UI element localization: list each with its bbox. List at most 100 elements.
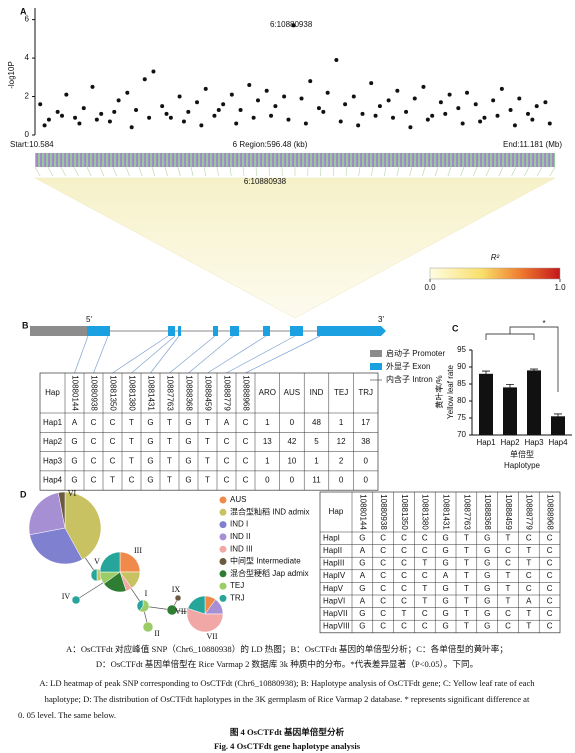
snp-point xyxy=(164,111,169,116)
ld-link xyxy=(447,166,452,177)
table-cell: Hap3 xyxy=(43,456,63,465)
y-tick-label: 85 xyxy=(457,379,466,388)
snp-point xyxy=(177,94,182,99)
table-cell: G xyxy=(484,559,490,568)
table-cell: C xyxy=(505,622,511,631)
snp-point xyxy=(216,108,221,112)
exon xyxy=(87,326,110,336)
table-cell: T xyxy=(129,437,134,446)
snp-point xyxy=(73,115,78,120)
snp-point xyxy=(142,77,147,82)
snp-point xyxy=(116,98,121,103)
legend-label: 启动子 Promoter xyxy=(386,348,445,358)
table-cell: C xyxy=(380,571,386,580)
table-cell: G xyxy=(185,476,191,485)
snp-point xyxy=(456,106,461,111)
ld-link xyxy=(358,166,361,177)
table-cell: G xyxy=(185,456,191,465)
colorbar-tick-label: 0.0 xyxy=(424,283,436,292)
y-tick-label: 80 xyxy=(457,396,466,405)
caption-cn: A：OsCTFdt 对应峰值 SNP（Chr6_10880938）的 LD 热图… xyxy=(66,643,508,654)
ld-link xyxy=(242,166,245,177)
table-cell: A xyxy=(360,596,366,605)
snp-point xyxy=(251,115,256,120)
table-header: 10880938 xyxy=(379,494,388,530)
table-cell: G xyxy=(484,571,490,580)
table-cell: 5 xyxy=(314,437,319,446)
ld-link xyxy=(371,166,374,177)
table-header: 10881431 xyxy=(441,494,450,530)
snp-point xyxy=(181,119,186,124)
table-cell: G xyxy=(442,546,448,555)
error-bar xyxy=(554,413,562,419)
snp-point xyxy=(517,96,522,101)
snp-point xyxy=(325,90,330,95)
legend-label: 中间型 Intermediate xyxy=(230,556,301,566)
x-tick-label: Hap4 xyxy=(548,438,568,447)
y-axis-label: 黄叶率/% xyxy=(434,375,444,408)
figure-title-cn: 图 4 OsCTFdt 基因单倍型分析 xyxy=(230,726,345,737)
table-cell: C xyxy=(547,533,553,542)
table-header: 10888368 xyxy=(184,375,193,411)
legend-swatch xyxy=(219,594,227,602)
table-cell: G xyxy=(442,533,448,542)
legend-swatch xyxy=(219,570,227,578)
ld-link xyxy=(60,166,66,177)
snp-point xyxy=(64,92,69,97)
table-header: 10880144 xyxy=(70,375,79,411)
snp-point xyxy=(369,81,374,86)
table-cell: C xyxy=(422,571,428,580)
table-cell: C xyxy=(401,622,407,631)
ld-link xyxy=(332,166,335,177)
y-tick-label: 6 xyxy=(25,15,30,24)
x-tick-label: Hap2 xyxy=(500,438,520,447)
legend-swatch xyxy=(219,545,227,553)
y-tick-label: 90 xyxy=(457,362,466,371)
table-cell: G xyxy=(185,437,191,446)
table-cell: C xyxy=(526,584,532,593)
legend-label: 混合型籼稻 IND admix xyxy=(230,506,310,516)
pie-slice xyxy=(186,608,224,633)
start-label: Start:10.584 xyxy=(10,140,54,149)
snp-point xyxy=(168,115,173,120)
table-cell: C xyxy=(91,437,97,446)
pie-label: VIII xyxy=(175,607,189,616)
table-cell: C xyxy=(505,609,511,618)
table-cell: T xyxy=(205,418,210,427)
table-cell: T xyxy=(464,571,469,580)
snp-point xyxy=(203,86,208,91)
table-header: ARO xyxy=(259,388,276,397)
snp-point xyxy=(234,121,239,126)
caption-en: 0. 05 level. The same below. xyxy=(18,710,116,720)
table-cell: T xyxy=(464,622,469,631)
snp-point xyxy=(186,109,191,114)
table-header: AUS xyxy=(284,388,300,397)
table-cell: A xyxy=(360,546,366,555)
snp-point xyxy=(338,119,343,124)
snp-point xyxy=(356,123,361,128)
snp-point xyxy=(321,109,326,114)
table-cell: G xyxy=(359,609,365,618)
table-header: 10881350 xyxy=(400,494,409,530)
table-header: 10887763 xyxy=(462,494,471,530)
pie-label: III xyxy=(134,546,142,555)
table-cell: C xyxy=(91,476,97,485)
table-cell: HapII xyxy=(323,546,342,555)
snp-point xyxy=(195,100,200,105)
legend-label: TEJ xyxy=(230,581,244,590)
snp-point xyxy=(543,100,548,105)
ld-link xyxy=(99,166,105,177)
snp-point xyxy=(438,100,443,105)
table-header: IND xyxy=(310,388,324,397)
table-header: 10880144 xyxy=(358,494,367,530)
ld-link xyxy=(125,166,130,177)
snp-point xyxy=(530,117,535,122)
ld-link xyxy=(549,166,556,177)
table-cell: C xyxy=(526,571,532,580)
table-cell: 1 xyxy=(265,456,270,465)
table-cell: T xyxy=(422,559,427,568)
pie-slice xyxy=(166,604,178,616)
table-cell: C xyxy=(422,533,428,542)
snp-point xyxy=(221,102,226,107)
significance-mark: * xyxy=(542,319,545,328)
